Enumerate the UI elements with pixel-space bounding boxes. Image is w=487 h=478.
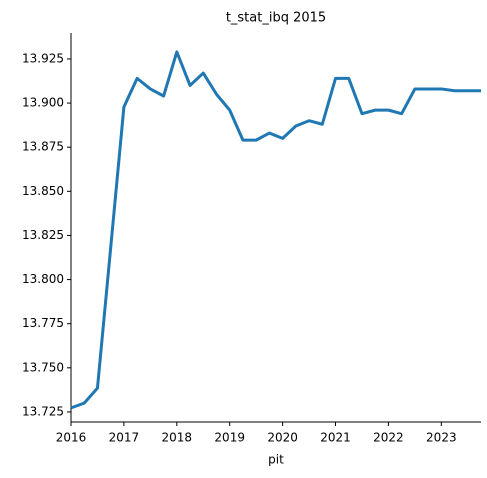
chart-title: t_stat_ibq 2015 — [226, 11, 326, 26]
y-tick-label: 13.825 — [22, 228, 64, 242]
y-tick-label: 13.750 — [22, 360, 64, 374]
x-tick-label: 2019 — [214, 431, 245, 445]
x-tick-label: 2021 — [320, 431, 351, 445]
x-tick-label: 2020 — [267, 431, 298, 445]
y-tick-label: 13.900 — [22, 96, 64, 110]
data-line — [70, 50, 481, 410]
y-tick-label: 13.725 — [22, 404, 64, 418]
x-tick-label: 2018 — [162, 431, 193, 445]
x-tick-label: 2022 — [373, 431, 404, 445]
y-tick-label: 13.775 — [22, 316, 64, 330]
x-tick-label: 2016 — [56, 431, 87, 445]
y-tick-label: 13.875 — [22, 140, 64, 154]
y-tick-label: 13.850 — [22, 184, 64, 198]
x-axis-label: pit — [268, 453, 284, 467]
x-tick-label: 2023 — [426, 431, 457, 445]
y-tick-label: 13.925 — [22, 51, 64, 65]
x-tick-label: 2017 — [109, 431, 140, 445]
y-tick-label: 13.800 — [22, 272, 64, 286]
